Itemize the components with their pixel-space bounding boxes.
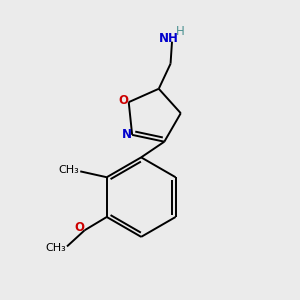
- Text: O: O: [118, 94, 128, 107]
- Text: O: O: [74, 221, 84, 234]
- Text: N: N: [122, 128, 132, 141]
- Text: NH: NH: [159, 32, 179, 45]
- Text: CH₃: CH₃: [59, 166, 80, 176]
- Text: CH₃: CH₃: [45, 243, 66, 253]
- Text: H: H: [176, 25, 184, 38]
